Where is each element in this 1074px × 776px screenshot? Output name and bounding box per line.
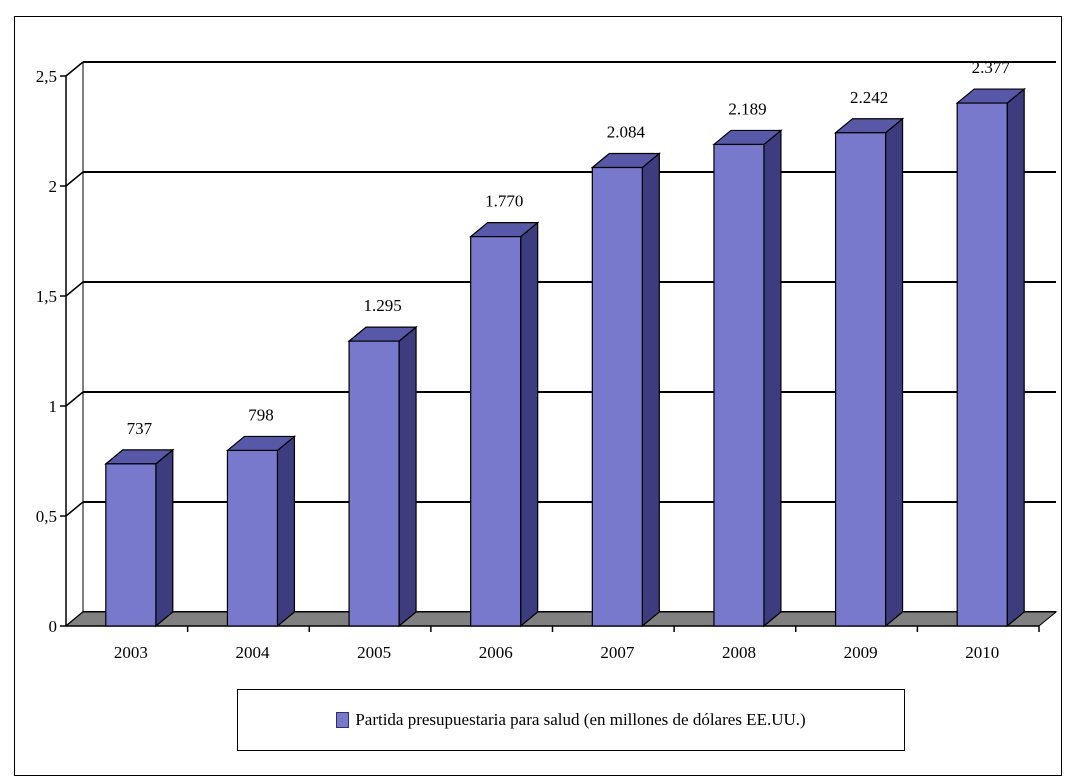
y-tick-label: 0 xyxy=(49,617,58,636)
chart-floor xyxy=(64,611,1058,627)
bar xyxy=(470,236,522,627)
data-label: 737 xyxy=(127,419,153,438)
x-tick-label: 2006 xyxy=(479,643,513,662)
data-label: 798 xyxy=(248,405,274,424)
bar-side xyxy=(398,325,417,628)
x-tick-label: 2010 xyxy=(965,643,999,662)
gridline-slant xyxy=(65,391,84,407)
data-label: 1.295 xyxy=(363,296,401,315)
bar-side xyxy=(1006,87,1025,628)
x-axis-labels: 2003 2004 2005 2006 2007 2008 2009 2010 xyxy=(114,626,1040,662)
x-tick-label: 2003 xyxy=(114,643,148,662)
bar-side xyxy=(520,221,539,628)
x-tick-label: 2007 xyxy=(600,643,635,662)
bar-chart: 00,511,522,5 2003 2004 2005 2006 2007 2008 200… xyxy=(36,58,1058,662)
bar xyxy=(713,143,765,627)
bar xyxy=(834,132,887,627)
data-label: 2.084 xyxy=(607,123,646,142)
data-label: 2.242 xyxy=(850,88,888,107)
data-labels: 737 798 1.295 1.770 2.084 2.189 2.242 2.377 xyxy=(127,58,1011,438)
x-tick-label: 2009 xyxy=(844,643,878,662)
bar xyxy=(956,102,1008,627)
bar xyxy=(105,463,157,627)
x-tick-label: 2005 xyxy=(357,643,391,662)
y-tick-label: 2 xyxy=(49,177,58,196)
y-tick-label: 2,5 xyxy=(36,67,57,86)
legend: Partida presupuestaria para salud (en mi… xyxy=(237,689,905,751)
x-tick-label: 2004 xyxy=(235,643,270,662)
bar-side xyxy=(884,117,904,628)
gridline-slant xyxy=(65,281,84,297)
gridline-slant xyxy=(65,171,84,187)
y-tick-label: 0,5 xyxy=(36,507,57,526)
y-tick-label: 1 xyxy=(49,397,58,416)
bar-side xyxy=(641,152,660,628)
y-tick-label: 1,5 xyxy=(36,287,57,306)
legend-swatch xyxy=(336,712,350,728)
floor-plane xyxy=(64,611,1058,627)
gridlines xyxy=(65,61,1056,627)
data-label: 1.770 xyxy=(485,192,523,211)
bar-side xyxy=(155,448,174,628)
data-label: 2.189 xyxy=(728,99,766,118)
gridline-slant xyxy=(65,61,84,77)
legend-label: Partida presupuestaria para salud (en mi… xyxy=(355,710,806,729)
gridline-slant xyxy=(65,501,84,517)
bar-side xyxy=(763,129,782,628)
x-tick-label: 2008 xyxy=(722,643,756,662)
bar-side xyxy=(276,435,296,628)
bar xyxy=(348,340,400,627)
bar xyxy=(226,449,279,627)
data-label: 2.377 xyxy=(972,58,1011,77)
bar xyxy=(591,166,643,627)
bars xyxy=(104,87,1026,628)
